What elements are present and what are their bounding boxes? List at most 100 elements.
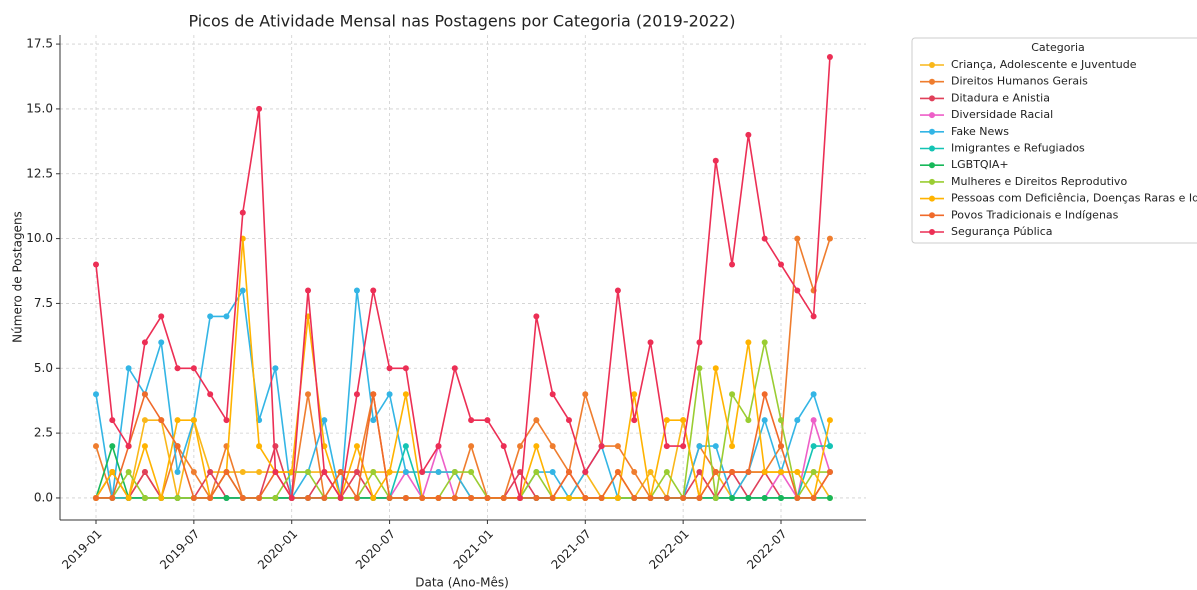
- data-point: [272, 494, 279, 501]
- data-point: [761, 391, 768, 398]
- data-point: [223, 469, 230, 476]
- legend-marker: [929, 145, 935, 152]
- legend-label: Povos Tradicionais e Indígenas: [951, 208, 1119, 221]
- data-point: [582, 469, 589, 476]
- data-point: [549, 443, 556, 450]
- data-point: [549, 391, 556, 398]
- data-point: [321, 417, 328, 424]
- data-point: [582, 391, 589, 398]
- data-point: [582, 494, 589, 501]
- data-point: [484, 417, 491, 424]
- y-tick-label: 5.0: [34, 361, 53, 375]
- data-point: [288, 494, 295, 501]
- y-axis-label: Número de Postagens: [11, 211, 25, 343]
- data-point: [778, 261, 784, 268]
- data-point: [778, 443, 784, 450]
- data-point: [680, 443, 687, 450]
- data-point: [93, 494, 99, 501]
- data-point: [223, 417, 230, 424]
- data-point: [158, 339, 165, 346]
- data-point: [451, 494, 458, 501]
- data-point: [533, 494, 540, 501]
- data-point: [353, 469, 360, 476]
- data-point: [435, 443, 442, 450]
- data-point: [761, 469, 768, 476]
- data-point: [631, 417, 638, 424]
- data-point: [207, 494, 214, 501]
- data-point: [402, 443, 409, 450]
- data-point: [239, 469, 246, 476]
- y-tick-label: 2.5: [34, 426, 53, 440]
- data-point: [468, 469, 475, 476]
- data-point: [712, 469, 719, 476]
- data-point: [761, 417, 768, 424]
- data-point: [223, 494, 230, 501]
- data-point: [696, 494, 703, 501]
- data-point: [826, 443, 833, 450]
- data-point: [353, 494, 360, 501]
- data-point: [207, 313, 214, 320]
- legend-marker: [929, 229, 935, 235]
- data-point: [93, 443, 99, 450]
- data-point: [729, 261, 736, 268]
- data-point: [794, 235, 801, 242]
- data-point: [826, 417, 833, 424]
- data-point: [712, 365, 719, 372]
- legend-label: Mulheres e Direitos Reprodutivo: [951, 175, 1127, 188]
- legend-marker: [929, 112, 935, 119]
- legend-label: Ditadura e Anistia: [951, 91, 1050, 104]
- data-point: [826, 235, 833, 242]
- data-point: [810, 443, 817, 450]
- data-point: [745, 417, 752, 424]
- data-point: [778, 417, 784, 424]
- legend-marker: [929, 195, 935, 202]
- data-point: [93, 391, 99, 398]
- x-tick-label: 2022-01: [646, 527, 691, 572]
- data-point: [745, 339, 752, 346]
- data-point: [745, 469, 752, 476]
- legend-label: Criança, Adolescente e Juventude: [951, 58, 1137, 71]
- data-point: [500, 443, 507, 450]
- data-point: [549, 494, 556, 501]
- legend-marker: [929, 78, 935, 85]
- data-point: [468, 443, 475, 450]
- data-point: [565, 469, 572, 476]
- data-point: [778, 469, 784, 476]
- data-point: [125, 494, 132, 501]
- y-tick-label: 0.0: [34, 490, 53, 504]
- data-point: [794, 417, 801, 424]
- data-point: [386, 494, 393, 501]
- data-point: [337, 469, 344, 476]
- data-point: [631, 494, 638, 501]
- data-point: [190, 365, 197, 372]
- data-point: [190, 417, 197, 424]
- data-point: [451, 469, 458, 476]
- data-point: [598, 443, 605, 450]
- data-point: [256, 469, 263, 476]
- data-point: [712, 443, 719, 450]
- x-tick-label: 2019-01: [59, 527, 104, 572]
- data-point: [451, 365, 458, 372]
- data-point: [696, 365, 703, 372]
- data-point: [370, 494, 377, 501]
- y-tick-label: 10.0: [26, 231, 53, 245]
- legend-label: Imigrantes e Refugiados: [951, 142, 1085, 155]
- data-point: [370, 469, 377, 476]
- data-point: [419, 469, 426, 476]
- data-point: [386, 365, 393, 372]
- data-point: [402, 391, 409, 398]
- data-point: [761, 494, 768, 501]
- data-point: [370, 417, 377, 424]
- x-axis-label: Data (Ano-Mês): [415, 576, 509, 590]
- data-point: [174, 494, 181, 501]
- data-point: [305, 469, 312, 476]
- data-point: [500, 494, 507, 501]
- data-point: [125, 365, 132, 372]
- legend-marker: [929, 128, 935, 135]
- data-point: [533, 417, 540, 424]
- data-point: [370, 391, 377, 398]
- x-tick-label: 2019-07: [157, 527, 202, 572]
- data-point: [663, 417, 670, 424]
- data-point: [565, 494, 572, 501]
